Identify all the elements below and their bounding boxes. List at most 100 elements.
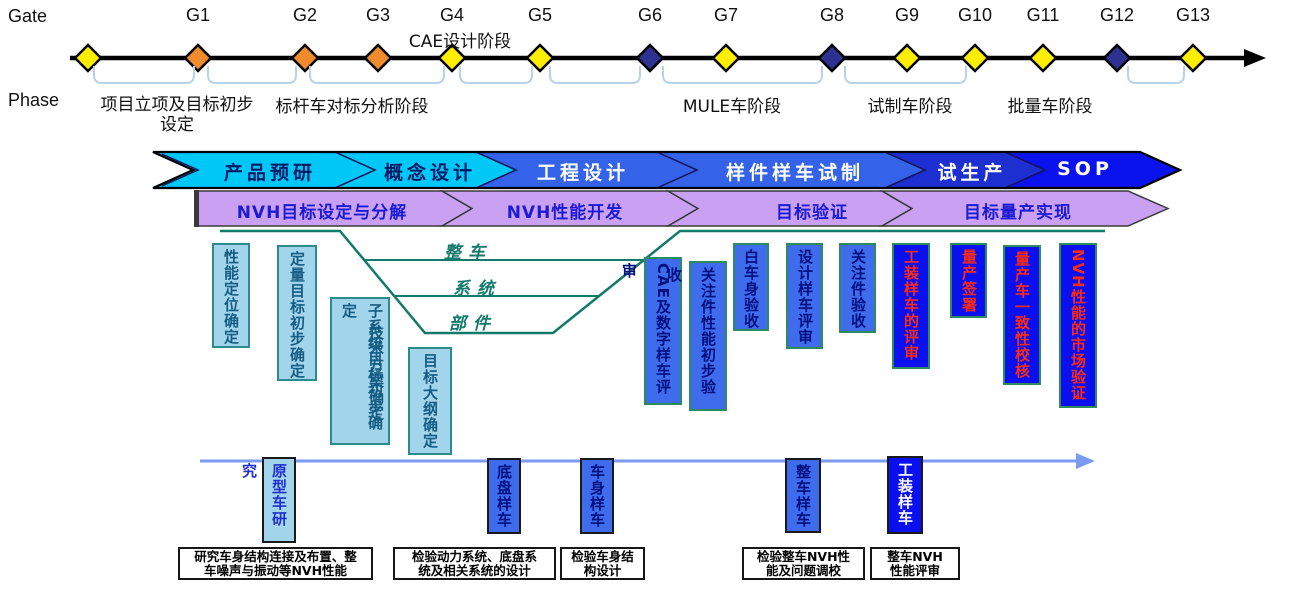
gate-diamond-icon [437, 43, 467, 73]
description-line: 检验整车NVH性 [756, 549, 851, 564]
description-line: 构设计 [583, 563, 622, 578]
goal-box-subsystem-and-tech-plan: 子系统目标初步确定 技术方案确定 [330, 297, 390, 445]
review-box-key-part-initial-acceptance: 关注件性能初步验收 [665, 261, 727, 411]
phase-label-trial: 试制车阶段 [867, 97, 953, 117]
goal-box-target-outline: 目标大纲确定 [408, 347, 452, 455]
description-line: 整车NVH [887, 549, 943, 564]
gate-diamond-icon [363, 43, 393, 73]
process-band [152, 150, 1183, 190]
gate-label-g7: G7 [713, 5, 738, 25]
gate-label-g13: G13 [1175, 5, 1211, 25]
band-label-engineering: 工程设计 [536, 162, 630, 184]
gate-label-g3: G3 [365, 5, 390, 25]
milestone-box-conformity-check: 量产车一致性校核 [1003, 245, 1041, 385]
gate-label-g4: G4 [439, 5, 464, 25]
sample-car-box-prototype-research: 原型车研究 [240, 457, 296, 543]
gate-diamond-icon [290, 43, 320, 73]
description-line: 性能评审 [889, 563, 940, 578]
description-box-chassis: 检验动力系统、底盘系 统及相关系统的设计 [393, 547, 556, 580]
description-line: 车噪声与振动等NVH性能 [203, 563, 348, 578]
sample-car-box-tooling: 工装样车 [887, 456, 923, 534]
description-line: 检验动力系统、底盘系 [411, 549, 537, 564]
nvh-band-label-target-setting: NVH目标设定与分解 [236, 203, 408, 223]
description-line: 能及问题调校 [765, 563, 841, 578]
phase-label-benchmark: 标杆车对标分析阶段 [275, 97, 429, 117]
band-label-pre-research: 产品预研 [223, 162, 317, 184]
gate-label-g2: G2 [292, 5, 317, 25]
gate-label-g11: G11 [1026, 5, 1060, 25]
process-band-outline [152, 150, 1183, 190]
target-cascade-funnel [220, 229, 1105, 335]
description-box-nvh-review: 整车NVH 性能评审 [870, 547, 960, 580]
gate-diamond-icon [73, 43, 103, 73]
phase-bracket [207, 66, 297, 84]
review-box-key-part-acceptance: 关注件验收 [839, 243, 876, 333]
description-line: 研究车身结构连接及布置、整 [194, 549, 357, 564]
sample-car-box-chassis: 底盘样车 [487, 458, 521, 534]
phase-bracket [459, 66, 533, 84]
gate-timeline [70, 43, 1266, 73]
phase-label-kickoff-line2: 设定 [160, 115, 194, 135]
band-label-pilot-production: 试生产 [937, 162, 1007, 184]
goal-box-quantitative-target: 定量目标初步确定 [277, 245, 317, 381]
nvh-band-label-development: NVH性能开发 [506, 203, 624, 223]
review-box-cae-digital-mockup: CAE及数字样车评审 [620, 257, 682, 405]
nvh-band-label-validation: 目标验证 [776, 203, 848, 223]
gate-diamond-icon [1028, 43, 1058, 73]
phase-bracket [1127, 66, 1185, 84]
goal-box-tech-plan-col: 技术方案确定 [367, 325, 385, 421]
funnel-outline [220, 229, 1105, 335]
funnel-level-component: 部件 [449, 314, 497, 334]
gate-diamond-icon [525, 43, 555, 73]
description-line: 统及相关系统的设计 [418, 563, 531, 578]
phase-bracket [662, 66, 823, 84]
gate-diamond-icon [711, 43, 741, 73]
timeline-arrowhead-icon [1244, 49, 1266, 67]
phase-row-label: Phase [8, 90, 60, 110]
sample-car-box-body: 车身样车 [580, 458, 614, 534]
gate-label-g8: G8 [819, 5, 844, 25]
phase-bracket [309, 66, 445, 84]
description-box-prototype: 研究车身结构连接及布置、整 车噪声与振动等NVH性能 [178, 547, 373, 580]
goal-box-performance-positioning: 性能定位确定 [212, 243, 250, 348]
gate-label-g12: G12 [1099, 5, 1135, 25]
milestone-box-mass-production-signoff: 量产签署 [950, 243, 987, 318]
band-label-concept-design: 概念设计 [383, 162, 477, 184]
milestone-box-tooling-prototype-review: 工装样车的评审 [892, 243, 930, 369]
sample-car-box-full-vehicle: 整车样车 [785, 458, 821, 533]
gate-diamond-icon [635, 43, 665, 73]
sample-car-arrow [200, 453, 1095, 469]
phase-label-mass-production: 批量车阶段 [1007, 97, 1093, 117]
process-band-tail-chevron [161, 153, 200, 187]
funnel-level-vehicle: 整车 [444, 243, 492, 263]
description-box-body: 检验车身结 构设计 [560, 547, 645, 580]
nvh-band-label-mass-realization: 目标量产实现 [964, 203, 1072, 223]
gate-diamond-icon [1102, 43, 1132, 73]
gate-label-g1: G1 [185, 5, 210, 25]
sample-car-arrowhead-icon [1076, 453, 1095, 469]
description-line: 检验车身结 [571, 549, 634, 564]
cae-stage-label: CAE设计阶段 [408, 32, 512, 52]
gate-diamond-icon [1178, 43, 1208, 73]
phase-bracket [549, 66, 641, 84]
phase-brackets [93, 66, 1185, 84]
band-label-sample-build: 样件样车试制 [725, 162, 865, 184]
review-box-body-in-white-acceptance: 白车身验收 [733, 243, 769, 331]
gate-diamond-icon [892, 43, 922, 73]
nvh-band [194, 190, 1170, 227]
phase-label-kickoff-line1: 项目立项及目标初步 [100, 95, 254, 115]
description-box-full-vehicle: 检验整车NVH性 能及问题调校 [742, 547, 865, 580]
review-box-design-prototype-review: 设计样车评审 [786, 243, 823, 349]
funnel-level-system: 系统 [453, 279, 501, 299]
gate-label-g6: G6 [637, 5, 662, 25]
phase-label-mule: MULE车阶段 [682, 97, 782, 117]
phase-bracket [844, 66, 967, 84]
phase-bracket [93, 66, 195, 84]
gate-row-label: Gate [8, 6, 48, 26]
goal-box-subsystem-target-col: 子系统目标初步确定 [340, 303, 384, 431]
milestone-box-market-validation: NVH性能的市场验证 [1059, 243, 1097, 408]
gate-diamond-icon [817, 43, 847, 73]
gate-diamond-icon [183, 43, 213, 73]
